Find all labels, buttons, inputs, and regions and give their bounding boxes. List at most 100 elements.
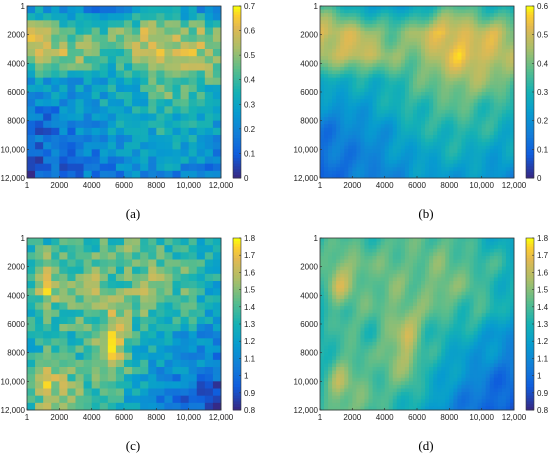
heatmap-cell: [376, 288, 382, 293]
heatmap-cell: [35, 34, 44, 43]
heatmap-cell: [505, 263, 511, 268]
heatmap-cell: [441, 13, 446, 18]
heatmap-cell: [324, 27, 329, 32]
heatmap-cell: [421, 41, 426, 46]
heatmap-cell: [91, 127, 101, 136]
heatmap-cell: [328, 327, 333, 332]
heatmap-cell: [477, 291, 483, 296]
heatmap-cell: [384, 16, 390, 21]
heatmap-cell: [396, 277, 402, 282]
heatmap-cell: [437, 23, 442, 28]
heatmap-cell: [132, 92, 141, 100]
heatmap-cell: [376, 41, 382, 46]
heatmap-cell: [336, 302, 341, 307]
heatmap-cell: [497, 245, 503, 250]
heatmap-cell: [485, 273, 491, 278]
heatmap-cell: [453, 31, 458, 36]
heatmap-cell: [493, 291, 499, 296]
colorbar-segment: [233, 43, 241, 47]
heatmap-cell: [481, 266, 487, 271]
heatmap-cell: [43, 27, 52, 36]
heatmap-cell: [445, 34, 450, 39]
colorbar-segment: [233, 109, 241, 113]
heatmap-cell: [164, 27, 173, 36]
heatmap-cell: [352, 41, 357, 46]
heatmap-cell: [380, 23, 386, 28]
y-tick-label: 6000: [7, 88, 25, 97]
heatmap-cell: [392, 277, 398, 282]
heatmap-cell: [400, 31, 406, 36]
heatmap-cell: [344, 302, 349, 307]
heatmap-cell: [404, 281, 410, 285]
heatmap-cell: [408, 255, 414, 260]
heatmap-cell: [27, 34, 36, 43]
heatmap-cell: [380, 306, 386, 311]
heatmap-cell: [421, 255, 426, 260]
heatmap-cell: [83, 63, 93, 71]
heatmap-cell: [124, 127, 133, 136]
heatmap-cell: [107, 149, 117, 157]
heatmap-cell: [148, 13, 157, 21]
heatmap-cell: [180, 113, 190, 122]
heatmap-cell: [425, 291, 430, 296]
heatmap-cell: [188, 142, 198, 150]
heatmap-cell: [364, 49, 369, 53]
heatmap-cell: [204, 56, 214, 64]
heatmap-cell: [356, 238, 361, 242]
colorbar-segment: [233, 34, 241, 39]
heatmap-cell: [445, 255, 450, 260]
heatmap-cell: [408, 241, 414, 246]
heatmap-cell: [485, 309, 491, 314]
heatmap-cell: [465, 270, 470, 275]
heatmap-cell: [324, 270, 329, 275]
heatmap-cell: [332, 288, 337, 293]
heatmap-cell: [348, 306, 353, 311]
heatmap-cell: [449, 16, 454, 21]
heatmap-cell: [485, 38, 491, 43]
heatmap-cell: [481, 248, 487, 253]
heatmap-cell: [457, 277, 462, 282]
heatmap-cell: [376, 31, 382, 36]
heatmap-cell: [465, 259, 470, 264]
heatmap-cell: [364, 295, 369, 300]
heatmap-cell: [83, 163, 93, 172]
heatmap-cell: [417, 259, 422, 264]
heatmap-cell: [445, 20, 450, 25]
heatmap-cell: [465, 281, 470, 285]
heatmap-cell: [188, 135, 198, 143]
heatmap-cell: [99, 156, 109, 165]
heatmap-cell: [124, 6, 133, 14]
heatmap-cell: [392, 13, 398, 18]
heatmap-cell: [188, 27, 198, 36]
heatmap-cell: [156, 6, 165, 14]
heatmap-cell: [368, 291, 373, 296]
heatmap-cell: [469, 320, 474, 325]
heatmap-cell: [67, 99, 76, 107]
heatmap-cell: [429, 306, 434, 311]
heatmap-cell: [324, 20, 329, 25]
heatmap-cell: [376, 252, 382, 257]
heatmap-cell: [388, 291, 394, 296]
heatmap-cell: [449, 273, 454, 278]
colorbar-segment: [233, 80, 241, 84]
heatmap-cell: [388, 245, 394, 250]
heatmap-cell: [396, 41, 402, 46]
heatmap-cell: [35, 106, 44, 114]
heatmap-cell: [91, 49, 101, 57]
heatmap-cell: [115, 113, 125, 122]
heatmap-cell: [364, 291, 369, 296]
heatmap-cell: [396, 20, 402, 25]
heatmap-cell: [453, 38, 458, 43]
heatmap-cell: [433, 241, 438, 246]
heatmap-cell: [43, 70, 52, 79]
heatmap-cell: [461, 13, 466, 18]
heatmap-cell: [212, 41, 222, 50]
heatmap-cell: [429, 273, 434, 278]
heatmap-cell: [489, 27, 495, 32]
heatmap-cell: [156, 49, 165, 57]
heatmap-cell: [364, 6, 369, 10]
heatmap-cell: [469, 20, 474, 25]
heatmap-cell: [352, 20, 357, 25]
heatmap-cell: [493, 13, 499, 18]
heatmap-cell: [336, 273, 341, 278]
